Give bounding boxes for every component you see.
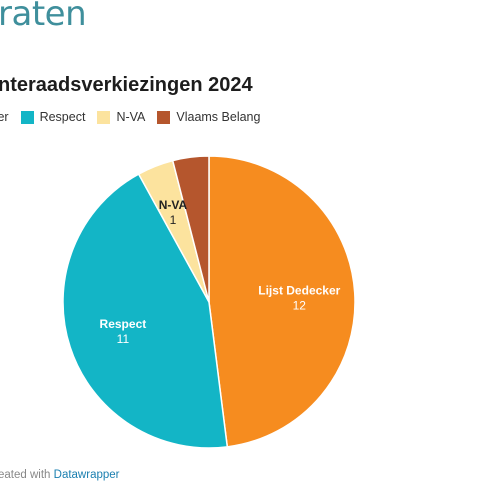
pie-slice-vlaams-belang <box>171 155 210 303</box>
legend-item-n-va: N-VA <box>97 110 145 124</box>
site-logo[interactable]: raten <box>0 0 87 34</box>
legend-label-respect: Respect <box>39 110 86 124</box>
pie-slice-respect <box>62 173 229 449</box>
footer-prefix: eated with <box>0 469 51 481</box>
slice-label-respect: Respect <box>100 317 147 331</box>
legend-swatch-respect <box>20 110 34 124</box>
chart-title: nteraadsverkiezingen 2024 <box>0 74 253 96</box>
legend-label-vlaams-belang: Vlaams Belang <box>176 110 261 124</box>
slice-label-n-va: N-VA <box>159 198 188 212</box>
slice-value-lijst-dedecker: 12 <box>293 298 307 312</box>
chart-footer: eated with Datawrapper <box>0 469 119 481</box>
legend-label-n-va: N-VA <box>116 110 146 124</box>
legend-swatch-vlaams-belang <box>157 110 171 124</box>
slice-value-n-va: 1 <box>170 213 177 227</box>
slice-label-lijst-dedecker: Lijst Dedecker <box>258 283 340 297</box>
legend-item-lijst-dedecker: ecker <box>0 110 9 124</box>
legend-label-lijst-dedecker: ecker <box>0 110 9 124</box>
legend-swatch-n-va <box>97 110 111 124</box>
datawrapper-link[interactable]: Datawrapper <box>53 469 120 481</box>
legend-item-vlaams-belang: Vlaams Belang <box>157 110 260 124</box>
pie-slice-lijst-dedecker <box>208 155 356 448</box>
legend-item-respect: Respect <box>20 110 86 124</box>
slice-value-respect: 11 <box>117 332 130 346</box>
chart-legend: ecker Respect N-VA Vlaams Belang <box>0 110 272 124</box>
